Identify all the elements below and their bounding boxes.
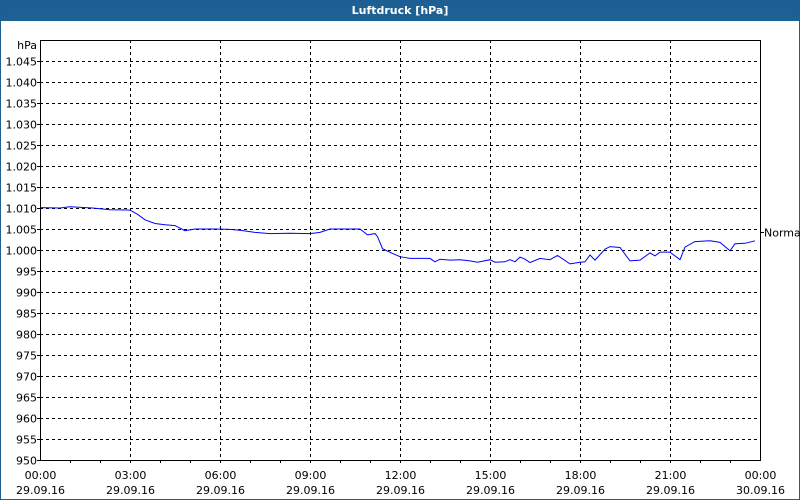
x-tick-time: 03:00	[115, 469, 147, 482]
x-tick-date: 30.09.16	[736, 484, 785, 497]
grid	[40, 40, 760, 460]
series-line-luftdruck	[39, 206, 756, 265]
x-tick-date: 29.09.16	[196, 484, 245, 497]
y-tick-label: 1.035	[6, 98, 38, 111]
y-tick-label: 960	[16, 413, 37, 426]
x-tick-date: 29.09.16	[376, 484, 425, 497]
y-tick-label: 985	[16, 308, 37, 321]
y-tick-label: 1.045	[6, 56, 38, 69]
y-tick-label: 1.030	[6, 119, 38, 132]
x-tick-date: 29.09.16	[286, 484, 335, 497]
normal-label: Normal	[764, 227, 800, 240]
x-tick-time: 21:00	[655, 469, 687, 482]
x-tick-date: 29.09.16	[16, 484, 65, 497]
y-tick-label: 950	[16, 455, 37, 468]
x-tick-date: 29.09.16	[466, 484, 515, 497]
x-tick-time: 12:00	[385, 469, 417, 482]
y-tick-label: 995	[16, 266, 37, 279]
y-tick-label: 1.025	[6, 140, 38, 153]
axes	[37, 40, 761, 463]
x-tick-date: 29.09.16	[106, 484, 155, 497]
x-tick-date: 29.09.16	[646, 484, 695, 497]
reference-line: Normal	[760, 227, 800, 240]
x-ticks: 00:00 29.09.16 03:00 29.09.16 06:00 29.09.16 0…	[16, 469, 785, 497]
x-tick-time: 00:00	[25, 469, 57, 482]
y-tick-label: 965	[16, 392, 37, 405]
y-tick-label: 1.040	[6, 77, 38, 90]
y-tick-label: 1.015	[6, 182, 38, 195]
y-tick-label: 1.000	[6, 245, 38, 258]
y-tick-label: 990	[16, 287, 37, 300]
x-tick-time: 15:00	[475, 469, 507, 482]
y-tick-label: 1.010	[6, 203, 38, 216]
window-title: Luftdruck [hPa]	[1, 1, 799, 21]
x-tick-time: 06:00	[205, 469, 237, 482]
x-tick-time: 00:00	[745, 469, 777, 482]
y-tick-label: 955	[16, 434, 37, 447]
y-tick-label: 1.005	[6, 224, 38, 237]
x-tick-time: 18:00	[565, 469, 597, 482]
y-tick-label: 1.020	[6, 161, 38, 174]
y-tick-label: 975	[16, 350, 37, 363]
y-tick-label: 980	[16, 329, 37, 342]
y-tick-label: 970	[16, 371, 37, 384]
x-tick-time: 09:00	[295, 469, 327, 482]
y-axis-label: hPa	[17, 39, 37, 52]
y-ticks: 950 955 960 965 970 975 980 985 990 995 1.000 1.005…	[6, 56, 38, 468]
x-tick-date: 29.09.16	[556, 484, 605, 497]
